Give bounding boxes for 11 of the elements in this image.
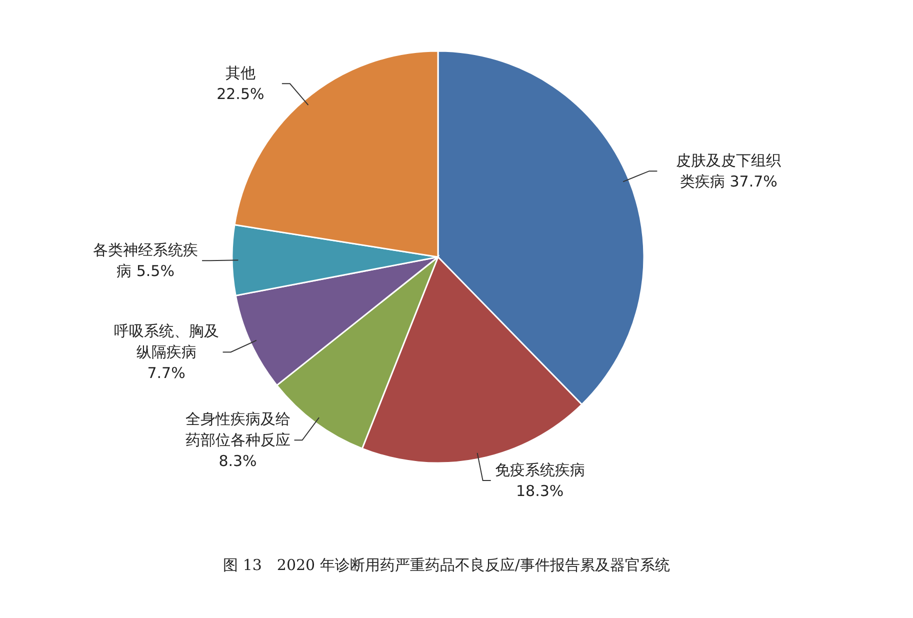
data-label: 22.5% <box>216 85 264 104</box>
data-label: 8.3% <box>218 452 257 470</box>
slice-label: 各类神经系统疾病 5.5% <box>93 241 198 280</box>
slice-label: 免疫系统疾病 <box>494 461 585 480</box>
data-label: 18.3% <box>516 482 564 500</box>
data-label: 7.7% <box>147 364 186 382</box>
slice-label: 其他 <box>225 64 256 82</box>
caption: 图 13 2020 年诊断用药严重药品不良反应/事件报告累及器官系统 <box>223 556 670 574</box>
slice-label: 呼吸系统、胸及纵隔疾病 <box>114 322 219 362</box>
slice-label: 全身性疾病及给药部位各种反应 <box>185 410 290 450</box>
slice-label: 皮肤及皮下组织类疾病 37.7% <box>676 152 782 191</box>
